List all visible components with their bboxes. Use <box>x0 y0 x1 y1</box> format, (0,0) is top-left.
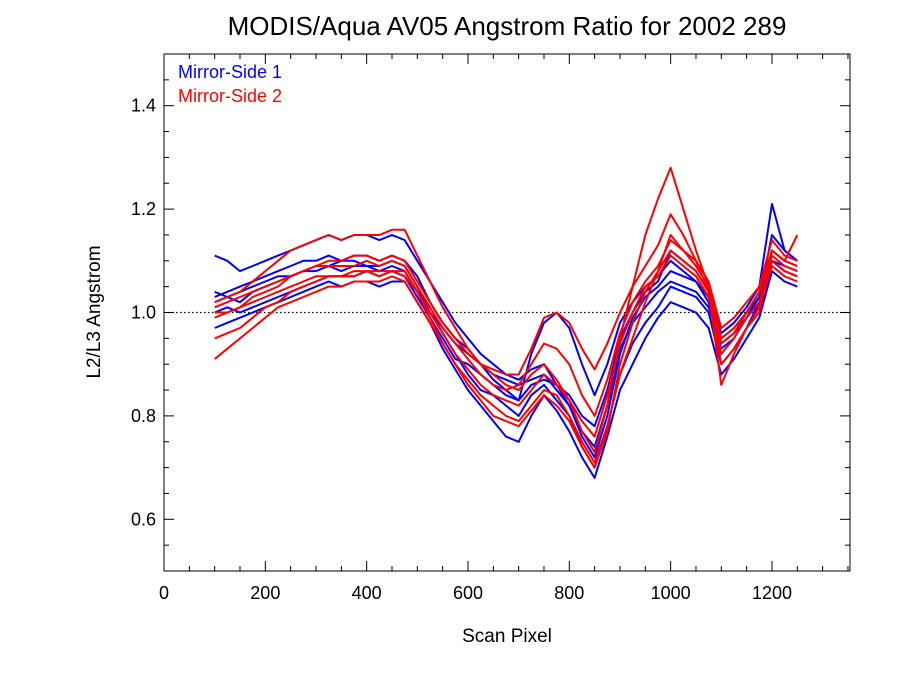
x-tick-label: 200 <box>250 583 280 603</box>
y-tick-label: 0.6 <box>131 509 156 529</box>
y-tick-label: 1.4 <box>131 96 156 116</box>
x-tick-label: 0 <box>159 583 169 603</box>
series-line-mirror-side-2 <box>214 166 798 454</box>
x-tick-label: 800 <box>554 583 584 603</box>
x-tick-label: 400 <box>352 583 382 603</box>
y-tick-label: 1.2 <box>131 199 156 219</box>
plot-area: 0 200 400 600 800 1000 1200 0.6 0.8 1.0 1.2 1.4 Mirr… <box>131 53 851 603</box>
chart-title: MODIS/Aqua AV05 Angstrom Ratio for 2002 … <box>228 11 787 41</box>
y-tick-label: 0.8 <box>131 406 156 426</box>
series-line-mirror-side-2 <box>214 234 798 464</box>
series-line-mirror-side-1 <box>214 234 798 459</box>
legend-item-mirror-side-1: Mirror-Side 1 <box>178 62 282 82</box>
x-tick-label: 1000 <box>651 583 691 603</box>
x-axis-label: Scan Pixel <box>462 626 552 647</box>
x-tick-label: 600 <box>453 583 483 603</box>
y-tick-label: 1.0 <box>131 303 156 323</box>
series-line-mirror-side-1 <box>214 249 798 448</box>
series-line-mirror-side-1 <box>214 270 798 479</box>
y-axis-label: L2/L3 Angstrom <box>84 245 105 378</box>
series-line-mirror-side-2 <box>214 234 799 417</box>
series-line-mirror-side-2 <box>214 249 798 469</box>
legend-item-mirror-side-2: Mirror-Side 2 <box>178 86 282 106</box>
x-tick-label: 1200 <box>752 583 792 603</box>
series-line-mirror-side-2 <box>214 254 798 438</box>
